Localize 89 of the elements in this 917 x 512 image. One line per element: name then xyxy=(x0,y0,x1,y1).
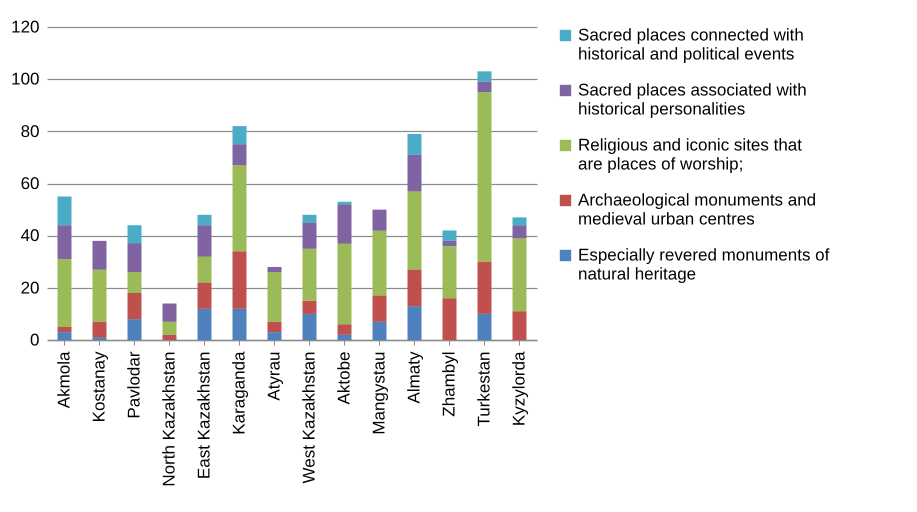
x-tick-label: Mangystau xyxy=(370,352,388,435)
bar xyxy=(268,322,282,332)
x-tick-label: Almaty xyxy=(404,351,424,404)
bar xyxy=(408,154,422,192)
bar xyxy=(58,326,72,332)
bar xyxy=(512,217,526,226)
bar xyxy=(442,240,456,246)
bar xyxy=(268,272,282,322)
bar xyxy=(512,225,526,238)
bar xyxy=(338,243,352,324)
y-tick-label: 0 xyxy=(30,330,40,350)
bar xyxy=(58,196,72,226)
legend-label: Archaeological monuments and medieval urban centres xyxy=(578,190,816,228)
x-tick-label: North Kazakhstan xyxy=(160,352,178,487)
bar xyxy=(92,240,106,270)
bar xyxy=(232,126,246,144)
bar xyxy=(232,144,246,166)
x-tick-label: Turkestan xyxy=(474,352,494,426)
bar xyxy=(232,251,246,309)
bar xyxy=(198,282,212,309)
bar xyxy=(198,214,212,226)
bar xyxy=(268,332,282,340)
bar xyxy=(442,298,456,340)
bar xyxy=(58,225,72,260)
bar xyxy=(408,134,422,155)
bar xyxy=(128,272,142,294)
x-tick-label: Pavlodar xyxy=(124,351,144,419)
bar xyxy=(302,214,316,223)
x-tick-label: East Kazakhstan xyxy=(194,352,214,480)
x-tick-label: Kyzylorda xyxy=(510,350,528,426)
bar xyxy=(232,308,246,340)
y-tick-label: 40 xyxy=(20,226,40,246)
x-tick-label: West Kazakhstan xyxy=(300,352,318,484)
bar xyxy=(128,225,142,244)
bar xyxy=(512,238,526,312)
bar xyxy=(408,191,422,270)
bar xyxy=(338,202,352,204)
legend-label: Religious and iconic sites that are places of worship; xyxy=(578,136,802,174)
bar xyxy=(408,270,422,306)
bar xyxy=(442,246,456,298)
bar xyxy=(58,332,72,340)
bar xyxy=(442,230,456,241)
x-tick-label: Atyrau xyxy=(264,352,284,401)
bar xyxy=(198,225,212,257)
bar xyxy=(478,92,492,262)
bar xyxy=(268,266,282,272)
bar xyxy=(162,334,176,340)
bar xyxy=(512,311,526,340)
bar xyxy=(372,322,386,340)
x-tick-label: Aktobe xyxy=(334,352,354,404)
bar xyxy=(338,204,352,244)
bar xyxy=(338,324,352,335)
x-tick-label: Zhambyl xyxy=(440,352,458,417)
bar xyxy=(302,314,316,340)
y-tick-label: 120 xyxy=(11,18,40,36)
x-tick-label: Kostanay xyxy=(90,351,108,422)
bar xyxy=(198,256,212,283)
bar xyxy=(372,210,386,230)
bar xyxy=(128,319,142,340)
bar xyxy=(128,243,142,272)
bar xyxy=(232,165,246,252)
bar xyxy=(478,262,492,314)
legend-label: Sacred places associated with historical personalities xyxy=(578,80,807,118)
bar xyxy=(92,270,106,322)
bar xyxy=(478,71,492,82)
bar xyxy=(302,300,316,314)
bar xyxy=(478,314,492,340)
legend-label: Especially revered monuments of natural heritage xyxy=(578,246,830,284)
bar xyxy=(372,230,386,296)
bar xyxy=(302,248,316,301)
bar xyxy=(128,293,142,320)
bar xyxy=(92,322,106,338)
bar xyxy=(162,322,176,335)
y-tick-label: 100 xyxy=(11,70,40,89)
x-tick-label: Karaganda xyxy=(230,350,248,435)
bar xyxy=(372,296,386,322)
y-tick-label: 20 xyxy=(20,278,40,298)
bar xyxy=(162,303,176,322)
x-tick-label: Akmola xyxy=(54,350,74,408)
bar xyxy=(338,334,352,340)
bar xyxy=(198,308,212,340)
bar xyxy=(92,337,106,340)
bar xyxy=(478,82,492,92)
y-tick-label: 80 xyxy=(20,122,40,141)
bar xyxy=(58,259,72,327)
y-tick-label: 60 xyxy=(20,174,40,193)
legend-label: Sacred places connected with historical and political events xyxy=(578,26,804,64)
bar xyxy=(302,222,316,249)
bar xyxy=(408,306,422,340)
